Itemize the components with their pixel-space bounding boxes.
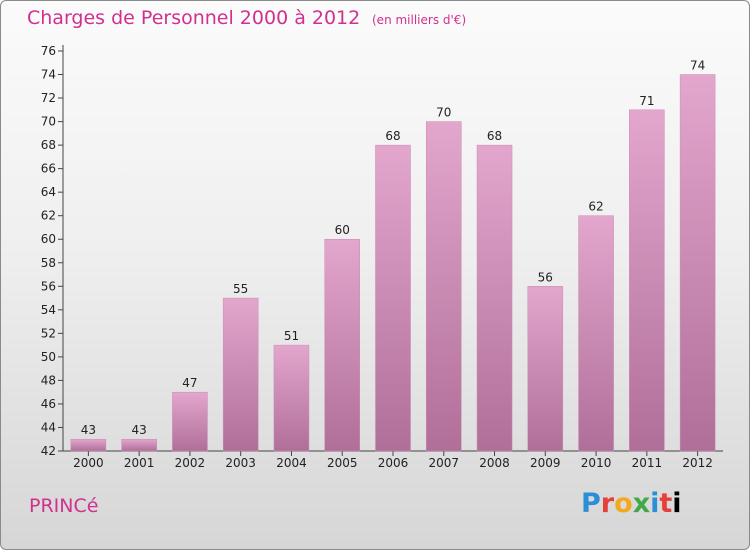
data-label: 62 [588, 200, 603, 214]
town-name: PRINCé [29, 495, 99, 517]
y-tick-label: 74 [41, 68, 56, 82]
value-labels: 43 43 47 55 51 60 68 70 68 56 62 71 74 [81, 59, 706, 438]
x-tick-label: 2007 [428, 456, 459, 470]
y-tick-label: 66 [41, 162, 56, 176]
y-tick-label: 50 [41, 350, 56, 364]
logo-letter: P [581, 488, 601, 519]
y-tick-label: 52 [41, 326, 56, 340]
data-label: 68 [487, 129, 502, 143]
bar [679, 74, 716, 452]
data-label: 74 [690, 59, 705, 73]
y-tick-label: 70 [41, 115, 56, 129]
bar [375, 144, 411, 452]
bar [172, 391, 208, 452]
logo-letter: o [614, 488, 633, 519]
bar [629, 109, 665, 452]
data-label: 51 [284, 329, 299, 343]
y-tick-label: 46 [41, 397, 56, 411]
x-tick-label: 2012 [682, 456, 713, 470]
y-tick-label: 62 [41, 209, 56, 223]
bar [578, 215, 614, 452]
x-tick-label: 2011 [632, 456, 663, 470]
y-tick-label: 56 [41, 279, 56, 293]
bar [70, 438, 107, 452]
bar [426, 121, 462, 452]
bar [324, 238, 360, 452]
data-label: 43 [81, 423, 96, 437]
y-tick-label: 76 [41, 44, 56, 58]
x-tick-label: 2006 [378, 456, 409, 470]
bars [70, 74, 716, 452]
logo-letter: x [632, 488, 651, 519]
x-tick-label: 2003 [225, 456, 256, 470]
y-tick-label: 68 [41, 138, 56, 152]
x-tick-label: 2001 [124, 456, 155, 470]
bar [222, 297, 259, 452]
data-label: 55 [233, 282, 248, 296]
y-tick-label: 72 [41, 91, 56, 105]
data-label: 47 [182, 376, 197, 390]
y-tick-label: 60 [41, 232, 56, 246]
logo-letter: r [600, 488, 615, 519]
x-tick-label: 2002 [175, 456, 206, 470]
x-tick-label: 2005 [327, 456, 358, 470]
bar [273, 344, 310, 452]
y-tick-label: 48 [41, 373, 56, 387]
chart-subtitle: (en milliers d'€) [372, 13, 467, 27]
logo-letter: i [672, 488, 682, 519]
data-label: 70 [436, 106, 451, 120]
data-label: 68 [385, 129, 400, 143]
y-tick-label: 58 [41, 256, 56, 270]
logo-letter: i [650, 488, 660, 519]
bar [527, 286, 564, 452]
x-tick-label: 2010 [581, 456, 612, 470]
x-tick-label: 2009 [530, 456, 561, 470]
y-tick-label: 44 [41, 420, 56, 434]
proxiti-logo: Proxiti [581, 488, 682, 519]
data-label: 71 [639, 94, 654, 108]
data-label: 56 [538, 270, 553, 284]
y-tick-label: 42 [41, 444, 56, 458]
x-tick-label: 2000 [73, 456, 104, 470]
data-label: 60 [335, 223, 350, 237]
y-tick-label: 54 [41, 303, 56, 317]
x-tick-label: 2008 [479, 456, 510, 470]
chart-title: Charges de Personnel 2000 à 2012 [27, 7, 361, 29]
data-label: 43 [132, 423, 147, 437]
y-tick-label: 64 [41, 185, 56, 199]
x-tick-label: 2004 [276, 456, 307, 470]
logo-letter: t [659, 488, 673, 519]
bar [476, 144, 513, 452]
bar [121, 438, 157, 452]
